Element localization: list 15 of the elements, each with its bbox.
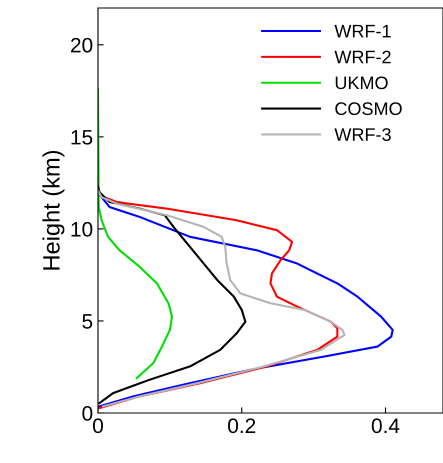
y-axis-title: Height (km)	[42, 150, 64, 270]
legend-label: UKMO	[336, 76, 388, 90]
y-tick-label: 10	[72, 222, 92, 237]
y-tick-label: 15	[72, 130, 92, 145]
legend-label: WRF-3	[334, 128, 391, 141]
legend-label: WRF-2	[334, 50, 391, 64]
y-tick-label: 5	[82, 314, 92, 329]
legend-label: COSMO	[335, 102, 402, 116]
x-tick-label: 0.2	[228, 418, 256, 434]
y-tick-label: 0	[82, 406, 92, 421]
x-tick-label: 0	[93, 418, 103, 434]
legend-label: WRF-1	[334, 24, 391, 38]
line-series	[98, 88, 174, 380]
x-tick-label: 0.4	[372, 418, 400, 434]
y-tick-label: 20	[71, 38, 92, 53]
